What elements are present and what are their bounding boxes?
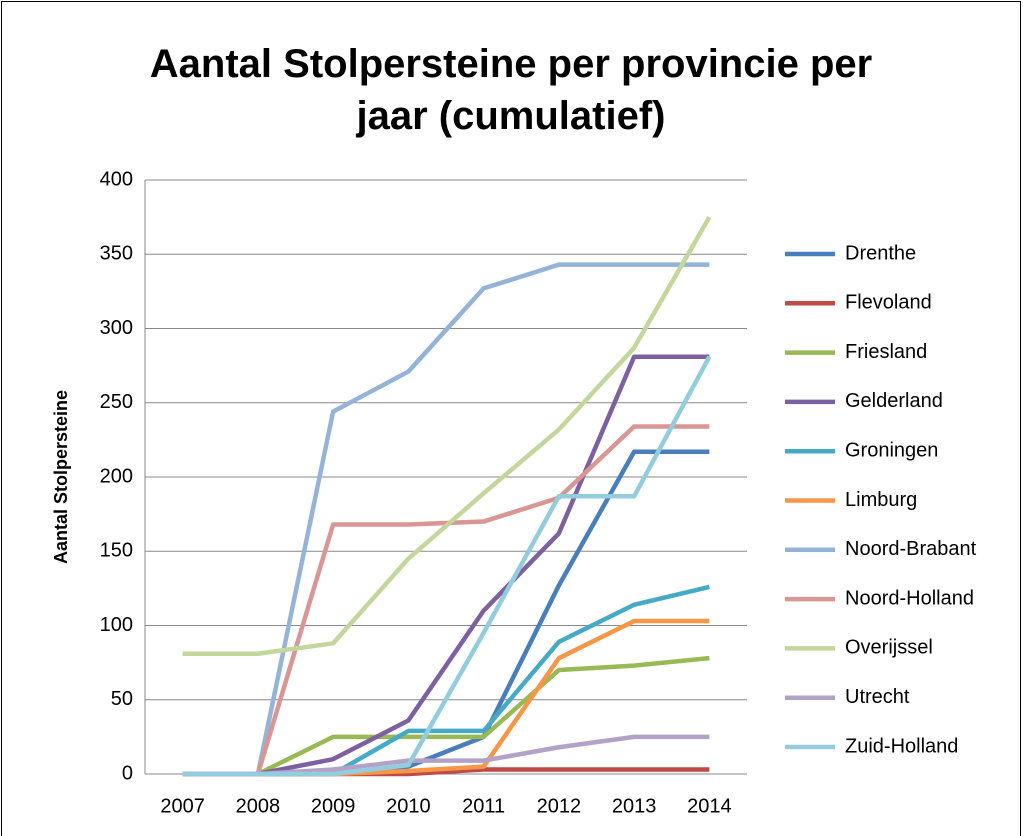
x-tick-label: 2009 <box>311 795 356 817</box>
x-tick-label: 2010 <box>386 795 431 817</box>
y-axis-label: Aantal Stolpersteine <box>51 390 71 564</box>
y-tick-label: 0 <box>122 762 133 784</box>
y-tick-label: 100 <box>100 614 133 636</box>
series-line <box>182 216 712 656</box>
x-tick-label: 2013 <box>612 795 657 817</box>
legend-label: Friesland <box>845 341 927 363</box>
y-tick-label: 200 <box>100 465 133 487</box>
y-tick-label: 150 <box>100 540 133 562</box>
x-tick-label: 2008 <box>236 795 281 817</box>
x-tick-label: 2011 <box>462 795 505 817</box>
x-tick-label: 2014 <box>687 795 732 817</box>
legend-label: Utrecht <box>845 686 910 708</box>
y-tick-label: 400 <box>100 168 133 190</box>
x-tick-label: 2007 <box>160 795 205 817</box>
legend-label: Zuid-Holland <box>845 735 958 757</box>
series-line <box>182 355 712 777</box>
legend-label: Groningen <box>845 439 938 461</box>
series-line <box>182 262 710 777</box>
series-line <box>182 655 710 777</box>
legend-label: Noord-Holland <box>845 587 974 609</box>
legend-label: Overijssel <box>845 637 933 659</box>
y-tick-label: 350 <box>100 243 133 265</box>
legend-label: Gelderland <box>845 390 943 412</box>
legend-label: Noord-Brabant <box>845 538 977 560</box>
y-tick-label: 50 <box>111 688 133 710</box>
legend-label: Flevoland <box>845 292 932 314</box>
chart-title: Aantal Stolpersteine per provincie per j… <box>149 42 873 138</box>
x-tick-label: 2012 <box>537 795 582 817</box>
y-tick-label: 250 <box>100 391 133 413</box>
legend-label: Drenthe <box>845 242 916 264</box>
y-tick-label: 300 <box>100 317 133 339</box>
legend-label: Limburg <box>845 489 917 511</box>
